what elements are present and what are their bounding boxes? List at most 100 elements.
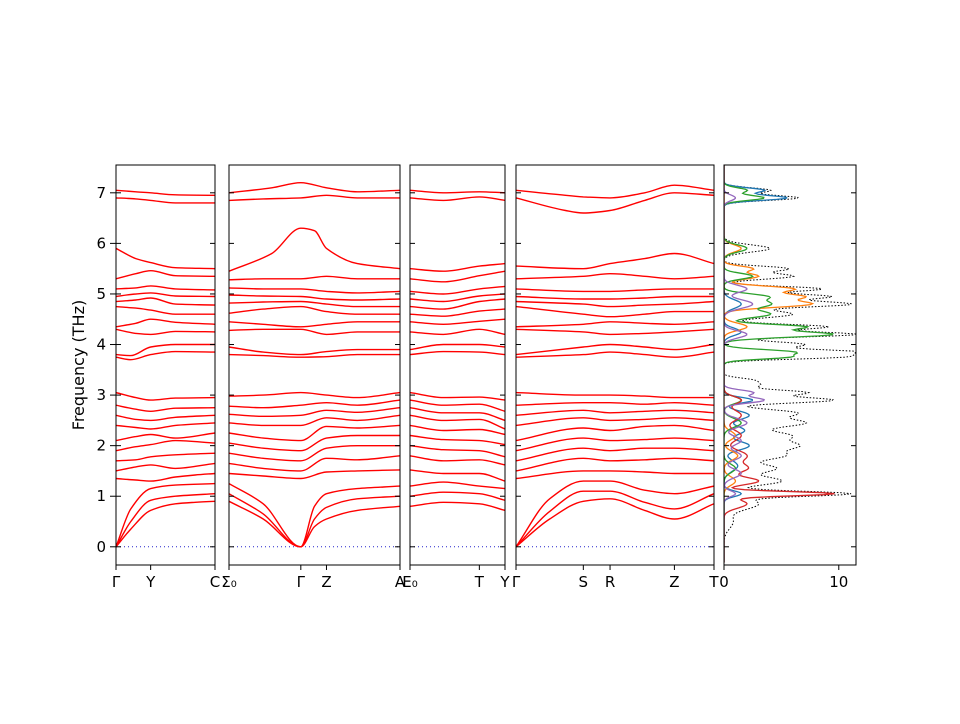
x-tick-label: 10	[829, 573, 848, 591]
phonon-band	[410, 350, 505, 356]
phonon-band	[116, 414, 215, 422]
phonon-band	[116, 328, 215, 336]
y-tick-label: 1	[96, 487, 106, 505]
x-tick-label: Γ	[112, 573, 121, 591]
phonon-band	[516, 252, 714, 270]
phonon-band	[516, 480, 714, 548]
phonon-band	[410, 434, 505, 446]
y-tick-label: 6	[96, 234, 106, 252]
x-tick-label: R	[605, 573, 615, 591]
phonon-band	[410, 399, 505, 412]
phonon-band	[410, 455, 505, 466]
phonon-band	[116, 269, 215, 280]
phonon-band	[516, 437, 714, 452]
phonon-band	[229, 194, 400, 202]
x-tick-label: Γ	[512, 573, 521, 591]
phonon-band	[516, 490, 714, 548]
x-tick-label: S	[579, 573, 589, 591]
y-tick-label: 7	[96, 184, 106, 202]
phonon-band	[516, 447, 714, 462]
phonon-band	[229, 328, 400, 336]
phonon-band	[229, 407, 400, 418]
phonon-band	[410, 414, 505, 430]
phonon-band	[229, 287, 400, 294]
dos-curve-pdos-red	[724, 165, 835, 563]
phonon-band	[116, 500, 215, 548]
phonon-band	[410, 424, 505, 436]
phonon-band	[516, 192, 714, 214]
x-tick-label: Σ₀	[221, 573, 237, 591]
phonon-bands	[410, 189, 505, 512]
phonon-band	[516, 184, 714, 199]
phonon-band	[229, 434, 400, 452]
phonon-band	[410, 189, 505, 194]
phonon-band	[229, 321, 400, 328]
x-tick-label: A	[395, 573, 406, 591]
x-tick-label: Y	[145, 573, 156, 591]
x-tick-label: T	[474, 573, 485, 591]
dos-curves	[724, 165, 856, 563]
panel-border	[409, 164, 506, 566]
phonon-band	[116, 318, 215, 328]
phonon-band	[229, 353, 400, 358]
dos-curve-pdos-blue	[724, 165, 788, 563]
x-tick-label: 0	[719, 573, 729, 591]
phonon-bands	[116, 189, 215, 548]
panel-border	[115, 164, 216, 566]
y-tick-label: 3	[96, 386, 106, 404]
phonon-band	[410, 298, 505, 310]
y-tick-label: 0	[96, 538, 106, 556]
phonon-band	[229, 469, 400, 480]
phonon-band	[410, 391, 505, 401]
phonon-band	[410, 293, 505, 303]
phonon-band	[516, 328, 714, 336]
phonon-band	[516, 351, 714, 358]
band-panel-p2: Σ₀ Γ Z A	[221, 164, 406, 591]
phonon-band	[410, 469, 505, 482]
phonon-band	[410, 318, 505, 326]
phonon-band	[410, 262, 505, 272]
dos-curve-total	[724, 165, 856, 563]
phonon-band	[410, 501, 505, 512]
phonon-band	[116, 305, 215, 315]
phonon-band	[516, 401, 714, 406]
phonon-band	[116, 391, 215, 401]
phonon-band	[116, 247, 215, 270]
phonon-band	[410, 343, 505, 351]
phonon-band	[516, 457, 714, 472]
phonon-band	[516, 498, 714, 548]
x-tick-label: T	[708, 573, 719, 591]
phonon-band	[410, 328, 505, 336]
phonon-band	[116, 472, 215, 482]
phonon-band	[116, 493, 215, 548]
phonon-band	[229, 294, 400, 301]
phonon-band	[516, 288, 714, 293]
band-panel-p1: 0 1 2 3 4 5 6 7 Γ Y C	[96, 164, 220, 591]
phonon-band	[229, 424, 400, 442]
dos-curve-pdos-purple	[724, 165, 765, 563]
phonon-band	[229, 455, 400, 472]
phonon-band	[229, 300, 400, 308]
x-tick-label: Z	[669, 573, 679, 591]
phonon-band	[516, 272, 714, 280]
x-tick-label: Γ	[297, 573, 306, 591]
y-tick-label: 2	[96, 437, 106, 455]
phonon-band	[116, 297, 215, 306]
phonon-band	[229, 444, 400, 462]
phonon-band	[410, 481, 505, 490]
phonon-band	[229, 414, 400, 427]
x-tick-label: Y	[499, 573, 510, 591]
phonon-band	[516, 470, 714, 480]
phonon-band	[410, 270, 505, 283]
x-tick-label: C	[210, 573, 220, 591]
band-panel-p3: E₀ T Y	[402, 164, 510, 591]
phonon-band	[410, 491, 505, 501]
phonon-band	[116, 197, 215, 204]
phonon-band	[410, 407, 505, 422]
phonon-band	[116, 432, 215, 442]
phonon-band	[516, 300, 714, 308]
phonon-band	[516, 295, 714, 300]
